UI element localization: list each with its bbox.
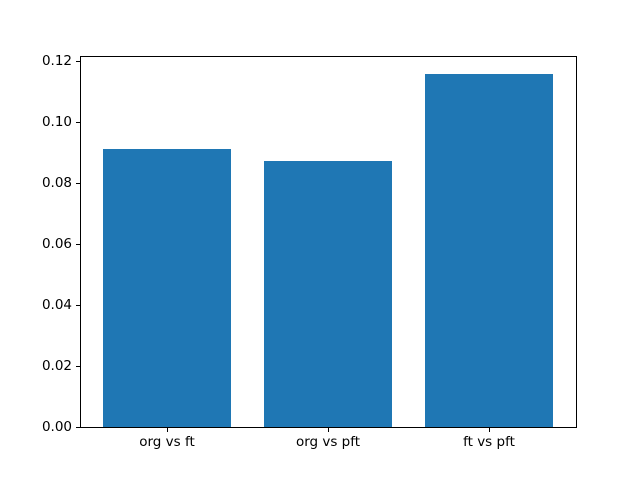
bar — [263, 160, 393, 427]
bar — [102, 149, 232, 427]
y-tick-label: 0.06 — [41, 236, 72, 253]
y-tick-label: 0.04 — [41, 297, 72, 314]
x-tick-mark — [488, 428, 490, 432]
x-tick-mark — [166, 428, 168, 432]
y-tick-label: 0.12 — [41, 53, 72, 70]
y-tick-mark — [76, 426, 80, 428]
y-tick-mark — [76, 243, 80, 245]
y-tick-mark — [76, 182, 80, 184]
y-tick-mark — [76, 60, 80, 62]
y-tick-label: 0.10 — [41, 114, 72, 131]
y-tick-label: 0.00 — [41, 419, 72, 435]
x-tick-label: org vs ft — [139, 434, 195, 450]
plot-area — [80, 56, 577, 428]
bar — [424, 73, 554, 427]
x-tick-mark — [327, 428, 329, 432]
x-tick-label: ft vs pft — [463, 434, 515, 450]
y-tick-label: 0.08 — [41, 175, 72, 192]
x-tick-label: org vs pft — [295, 434, 361, 450]
y-tick-label: 0.02 — [41, 358, 72, 374]
y-tick-mark — [76, 365, 80, 367]
y-tick-mark — [76, 121, 80, 123]
y-tick-mark — [76, 304, 80, 306]
